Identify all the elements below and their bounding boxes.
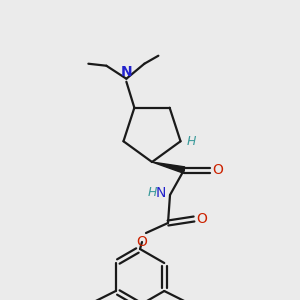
Text: H: H xyxy=(187,135,196,148)
Text: N: N xyxy=(121,65,132,79)
Text: H: H xyxy=(148,187,157,200)
Text: O: O xyxy=(136,235,147,249)
Text: O: O xyxy=(196,212,207,226)
Text: O: O xyxy=(212,163,223,177)
Polygon shape xyxy=(152,162,185,173)
Text: N: N xyxy=(156,186,166,200)
